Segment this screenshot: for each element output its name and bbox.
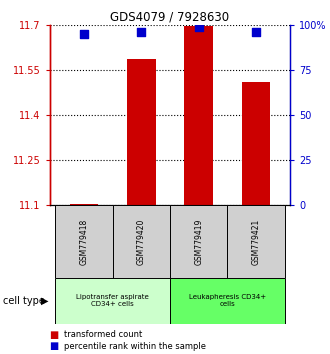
Text: ■: ■: [50, 341, 59, 351]
Text: transformed count: transformed count: [64, 330, 143, 339]
Text: GSM779418: GSM779418: [80, 218, 88, 265]
Point: [253, 29, 259, 35]
Bar: [242, 82, 270, 205]
Bar: [184, 26, 213, 205]
Point: [81, 31, 86, 37]
Text: ■: ■: [50, 330, 59, 339]
Text: Leukapheresis CD34+
cells: Leukapheresis CD34+ cells: [189, 295, 266, 307]
Bar: [113, 205, 170, 278]
Text: percentile rank within the sample: percentile rank within the sample: [64, 342, 206, 351]
Point: [196, 24, 201, 29]
Text: GSM779421: GSM779421: [251, 218, 260, 265]
Point: [139, 29, 144, 35]
Bar: [127, 59, 156, 205]
Bar: [70, 204, 98, 205]
Bar: [170, 205, 227, 278]
Text: cell type: cell type: [3, 296, 45, 306]
Text: GSM779420: GSM779420: [137, 218, 146, 265]
Title: GDS4079 / 7928630: GDS4079 / 7928630: [111, 11, 229, 24]
Bar: [170, 278, 285, 324]
Bar: [55, 205, 113, 278]
Bar: [227, 205, 285, 278]
Text: ▶: ▶: [41, 296, 49, 306]
Text: GSM779419: GSM779419: [194, 218, 203, 265]
Text: Lipotransfer aspirate
CD34+ cells: Lipotransfer aspirate CD34+ cells: [76, 295, 149, 307]
Bar: [55, 278, 170, 324]
